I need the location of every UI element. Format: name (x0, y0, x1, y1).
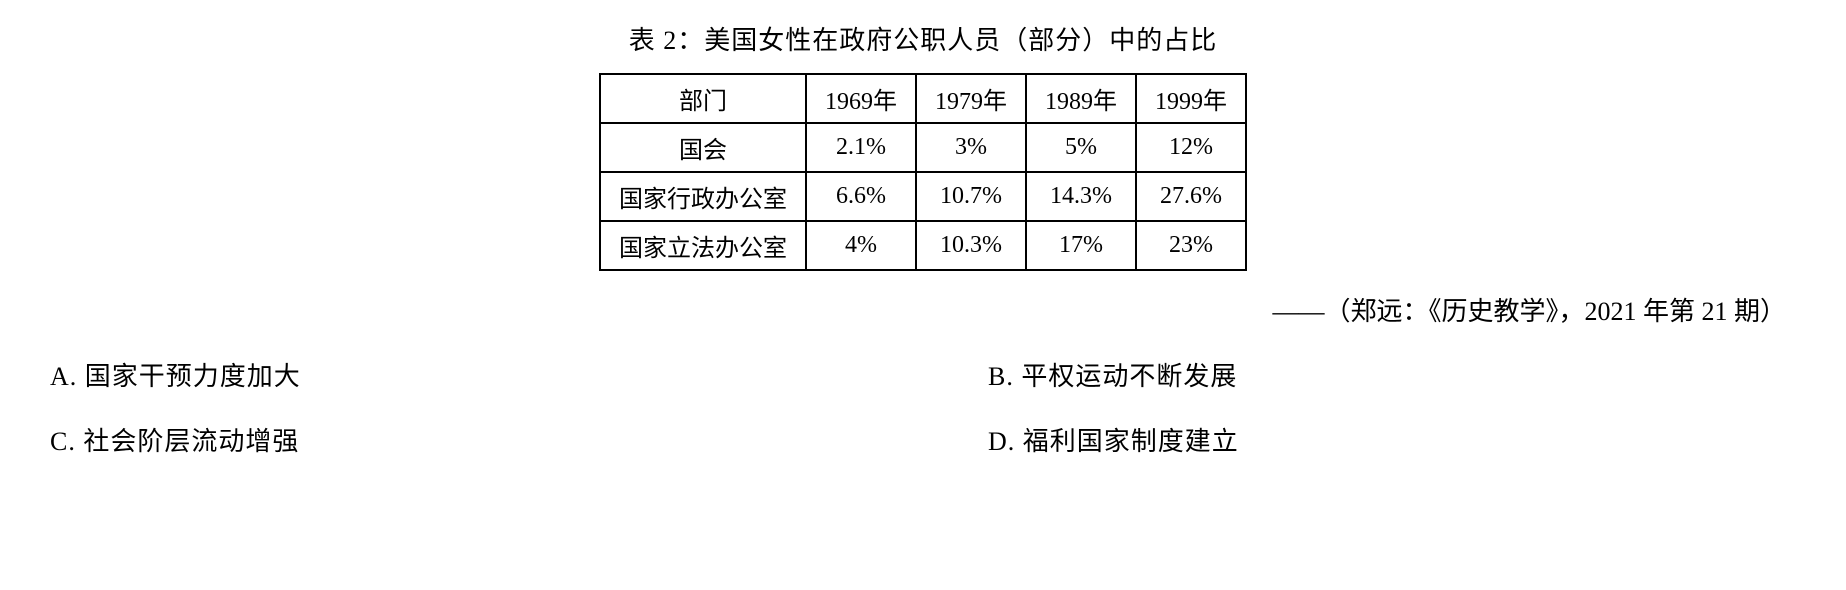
cell-dept: 国会 (600, 123, 806, 172)
cell-value: 14.3% (1026, 172, 1136, 221)
cell-value: 23% (1136, 221, 1246, 270)
header-year-1969: 1969年 (806, 74, 916, 123)
cell-dept: 国家行政办公室 (600, 172, 806, 221)
table-title: 表 2：美国女性在政府公职人员（部分）中的占比 (40, 20, 1806, 57)
data-table: 部门 1969年 1979年 1989年 1999年 国会 2.1% 3% 5%… (599, 73, 1247, 271)
table-row: 国家立法办公室 4% 10.3% 17% 23% (600, 221, 1246, 270)
header-year-1989: 1989年 (1026, 74, 1136, 123)
header-year-1999: 1999年 (1136, 74, 1246, 123)
cell-value: 5% (1026, 123, 1136, 172)
cell-value: 6.6% (806, 172, 916, 221)
table-row: 国会 2.1% 3% 5% 12% (600, 123, 1246, 172)
cell-value: 3% (916, 123, 1026, 172)
cell-value: 12% (1136, 123, 1246, 172)
source-citation: ——（郑远：《历史教学》，2021 年第 21 期） (40, 291, 1806, 328)
options-grid: A. 国家干预力度加大 B. 平权运动不断发展 C. 社会阶层流动增强 D. 福… (40, 356, 1806, 458)
header-year-1979: 1979年 (916, 74, 1026, 123)
option-a: A. 国家干预力度加大 (50, 356, 928, 393)
cell-value: 4% (806, 221, 916, 270)
option-b: B. 平权运动不断发展 (928, 356, 1806, 393)
header-dept: 部门 (600, 74, 806, 123)
cell-value: 2.1% (806, 123, 916, 172)
cell-value: 10.3% (916, 221, 1026, 270)
cell-value: 17% (1026, 221, 1136, 270)
cell-value: 10.7% (916, 172, 1026, 221)
option-d: D. 福利国家制度建立 (928, 421, 1806, 458)
cell-value: 27.6% (1136, 172, 1246, 221)
option-c: C. 社会阶层流动增强 (50, 421, 928, 458)
table-row: 国家行政办公室 6.6% 10.7% 14.3% 27.6% (600, 172, 1246, 221)
cell-dept: 国家立法办公室 (600, 221, 806, 270)
table-header-row: 部门 1969年 1979年 1989年 1999年 (600, 74, 1246, 123)
